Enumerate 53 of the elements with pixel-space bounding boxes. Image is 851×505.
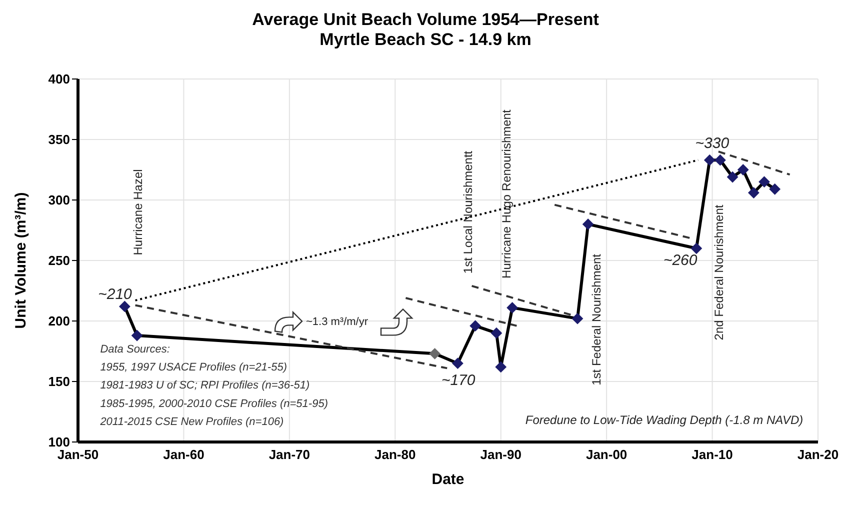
point <box>452 358 464 369</box>
point <box>690 242 702 254</box>
point <box>470 320 481 332</box>
annotation: ~170 <box>441 372 476 389</box>
x-tick-label: Jan-00 <box>586 447 628 462</box>
point <box>506 302 518 314</box>
annotation: ~260 <box>663 252 698 269</box>
annotation: 1981-1983 U of SC; RPI Profiles (n=36-51) <box>100 380 310 392</box>
annotation: 2nd Federal Nourishment <box>712 204 726 340</box>
annotation: Foredune to Low-Tide Wading Depth (-1.8 m NAVD) <box>525 413 804 428</box>
y-tick-label: 350 <box>48 132 70 148</box>
x-tick-label: Jan-90 <box>480 447 522 462</box>
x-tick-label: Jan-50 <box>57 447 99 462</box>
y-tick-label: 200 <box>48 314 70 329</box>
point <box>132 330 143 342</box>
x-tick-label: Jan-10 <box>692 447 733 462</box>
annotation: 1985-1995, 2000-2010 CSE Profiles (n=51-95) <box>100 398 328 410</box>
annotation: 1st Federal Nourishment <box>590 253 604 386</box>
point <box>490 328 502 339</box>
y-tick-label: 250 <box>48 253 70 268</box>
x-tick-label: Jan-70 <box>268 447 310 462</box>
y-tick-label: 300 <box>48 192 70 208</box>
point <box>714 154 726 166</box>
chart-subtitle: Myrtle Beach SC - 14.9 km <box>318 30 532 50</box>
annotation: ~210 <box>98 286 133 303</box>
annotation: ~1.3 m³/m/yr <box>306 316 368 328</box>
x-tick-label: Jan-60 <box>163 447 204 462</box>
point <box>704 154 716 166</box>
annotation: Data Sources: <box>100 343 170 356</box>
point <box>738 164 749 176</box>
y-axis-title: Unit Volume (m³/m) <box>12 192 30 329</box>
y-tick-label: 150 <box>48 374 70 390</box>
annotation: Hurricane Hugo Renourishment <box>499 109 514 278</box>
point <box>727 172 738 183</box>
annotation: Hurricane Hazel <box>130 169 145 256</box>
point <box>769 184 780 195</box>
point <box>748 187 760 198</box>
point <box>429 348 440 360</box>
y-tick-label: 400 <box>48 72 70 87</box>
x-tick-label: Jan-80 <box>374 447 416 462</box>
point <box>582 218 594 230</box>
chart-title: Average Unit Beach Volume 1954—Present <box>251 9 600 30</box>
annotation: 1st Local Nourishmentt <box>460 150 475 274</box>
x-axis-title: Date <box>432 471 464 488</box>
x-tick-label: Jan-20 <box>797 447 839 462</box>
point <box>119 300 130 312</box>
point <box>495 361 506 372</box>
annotation: 2011-2015 CSE New Profiles (n=106) <box>99 416 284 428</box>
point <box>572 313 583 324</box>
y-tick-label: 100 <box>48 434 70 450</box>
point <box>758 176 770 188</box>
annotation: ~330 <box>695 134 730 152</box>
annotation: 1955, 1997 USACE Profiles (n=21-55) <box>100 362 288 374</box>
